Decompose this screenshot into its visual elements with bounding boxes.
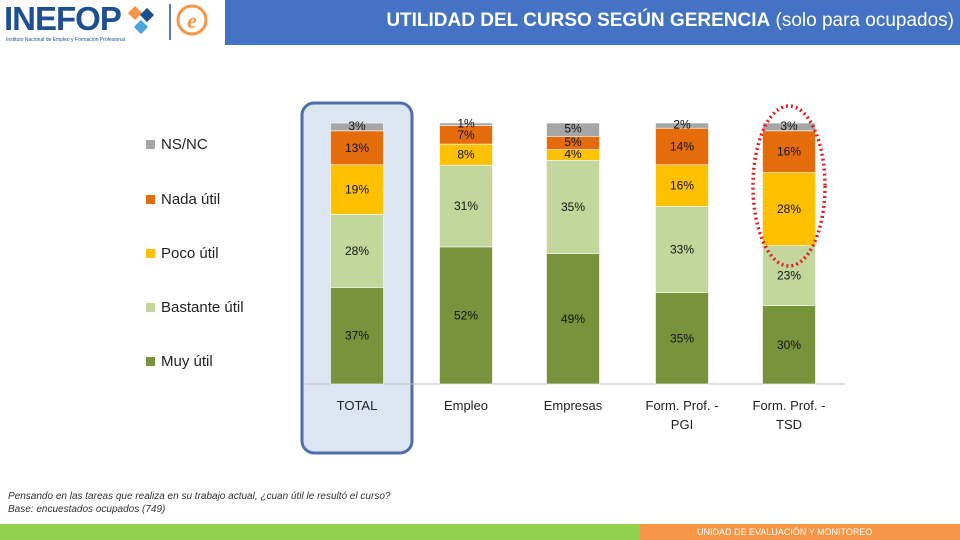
footnote-base: Base: encuestados ocupados (749) (8, 504, 166, 515)
logo-subtitle: Instituto Nacional de Empleo y Formación… (6, 37, 125, 43)
legend-swatch (146, 195, 155, 204)
data-label-muy-util-form-prof-tsd: 30% (777, 338, 801, 352)
header-underline (225, 42, 960, 45)
data-label-poco-util-form-prof-pgi: 16% (670, 179, 694, 193)
category-label-form-prof-pgi: PGI (671, 417, 693, 432)
legend-item-ns-nc: NS/NC (146, 136, 208, 153)
data-label-nada-util-form-prof-pgi: 14% (670, 139, 694, 153)
legend-swatch (146, 249, 155, 258)
category-label-total: TOTAL (337, 398, 378, 413)
data-label-bastante-util-form-prof-tsd: 23% (777, 269, 801, 283)
legend-item-nada-util: Nada útil (146, 191, 220, 208)
legend-item-bastante-util: Bastante útil (146, 299, 244, 316)
bar-segment-nada-util-form-prof-pgi (655, 127, 709, 166)
footnote: Pensando en las tareas que realiza en su… (8, 490, 390, 516)
legend-label: Poco útil (161, 245, 219, 262)
logo-emblem-icon (127, 5, 155, 35)
bar-segment-muy-util-form-prof-tsd (762, 305, 816, 385)
svg-text:e: e (187, 8, 197, 33)
data-label-bastante-util-empresas: 35% (561, 200, 585, 214)
bar-segment-poco-util-total (330, 164, 384, 215)
legend-item-muy-util: Muy útil (146, 353, 213, 370)
footer-green-bar (0, 524, 640, 540)
bar-segment-nada-util-total (330, 130, 384, 166)
data-label-nada-util-empleo: 7% (457, 128, 475, 142)
footer-label: UNIDAD DE EVALUACIÓN Y MONITOREO (697, 527, 873, 537)
red-dotted-circle (751, 104, 827, 268)
data-label-ns-nc-form-prof-pgi: 2% (673, 118, 691, 132)
page-title: UTILIDAD DEL CURSO SEGÚN GERENCIA (solo … (386, 10, 954, 32)
bar-segment-bastante-util-empresas (546, 159, 600, 254)
bar-segment-muy-util-total (330, 287, 384, 385)
data-label-nada-util-empresas: 5% (564, 135, 582, 149)
data-label-bastante-util-total: 28% (345, 244, 369, 258)
data-label-poco-util-empleo: 8% (457, 148, 475, 162)
bar-segment-muy-util-empresas (546, 253, 600, 385)
legend-label: NS/NC (161, 136, 208, 153)
legend-swatch (146, 140, 155, 149)
e-logo-icon: e (169, 4, 208, 40)
bar-segment-ns-nc-form-prof-tsd (762, 122, 816, 132)
data-label-nada-util-form-prof-tsd: 16% (777, 145, 801, 159)
bar-segment-ns-nc-empleo (439, 122, 493, 126)
bar-segment-bastante-util-empleo (439, 164, 493, 248)
data-label-muy-util-empleo: 52% (454, 308, 478, 322)
data-label-ns-nc-form-prof-tsd: 3% (780, 119, 798, 133)
bar-segment-muy-util-empleo (439, 246, 493, 385)
legend-item-poco-util: Poco útil (146, 245, 219, 262)
legend-label: Bastante útil (161, 299, 244, 316)
title-suffix: (solo para ocupados) (770, 10, 954, 31)
data-label-ns-nc-empresas: 5% (564, 122, 582, 136)
footer-orange-bar (640, 524, 960, 540)
title-main: UTILIDAD DEL CURSO SEGÚN GERENCIA (386, 10, 771, 31)
footnote-question: Pensando en las tareas que realiza en su… (8, 491, 391, 502)
category-label-form-prof-tsd: Form. Prof. - (753, 398, 826, 413)
data-label-nada-util-total: 13% (345, 141, 369, 155)
data-label-muy-util-total: 37% (345, 329, 369, 343)
category-label-form-prof-pgi: Form. Prof. - (646, 398, 719, 413)
legend-swatch (146, 303, 155, 312)
data-label-bastante-util-empleo: 31% (454, 199, 478, 213)
bar-segment-ns-nc-total (330, 122, 384, 132)
bar-segment-poco-util-form-prof-pgi (655, 164, 709, 207)
category-label-empleo: Empleo (444, 398, 488, 413)
bar-segment-nada-util-form-prof-tsd (762, 130, 816, 173)
data-label-poco-util-form-prof-tsd: 28% (777, 202, 801, 216)
category-label-form-prof-tsd: TSD (776, 417, 802, 432)
bar-segment-poco-util-form-prof-tsd (762, 172, 816, 246)
data-label-poco-util-empresas: 4% (564, 147, 582, 161)
bar-segment-ns-nc-empresas (546, 122, 600, 137)
data-label-poco-util-total: 19% (345, 183, 369, 197)
legend-label: Nada útil (161, 191, 221, 208)
logo-text: INEFOP (4, 0, 122, 37)
bar-segment-bastante-util-form-prof-pgi (655, 206, 709, 293)
bar-segment-ns-nc-form-prof-pgi (655, 122, 709, 129)
bar-segment-muy-util-form-prof-pgi (655, 292, 709, 385)
data-label-muy-util-form-prof-pgi: 35% (670, 331, 694, 345)
legend-label: Muy útil (161, 353, 213, 370)
category-label-empresas: Empresas (544, 398, 603, 413)
logo: INEFOP Instituto Nacional de Empleo y Fo… (0, 0, 225, 44)
data-label-ns-nc-empleo: 1% (457, 116, 475, 130)
data-label-ns-nc-total: 3% (348, 119, 366, 133)
legend-swatch (146, 357, 155, 366)
bar-segment-bastante-util-total (330, 214, 384, 288)
data-label-muy-util-empresas: 49% (561, 312, 585, 326)
data-label-bastante-util-form-prof-pgi: 33% (670, 243, 694, 257)
